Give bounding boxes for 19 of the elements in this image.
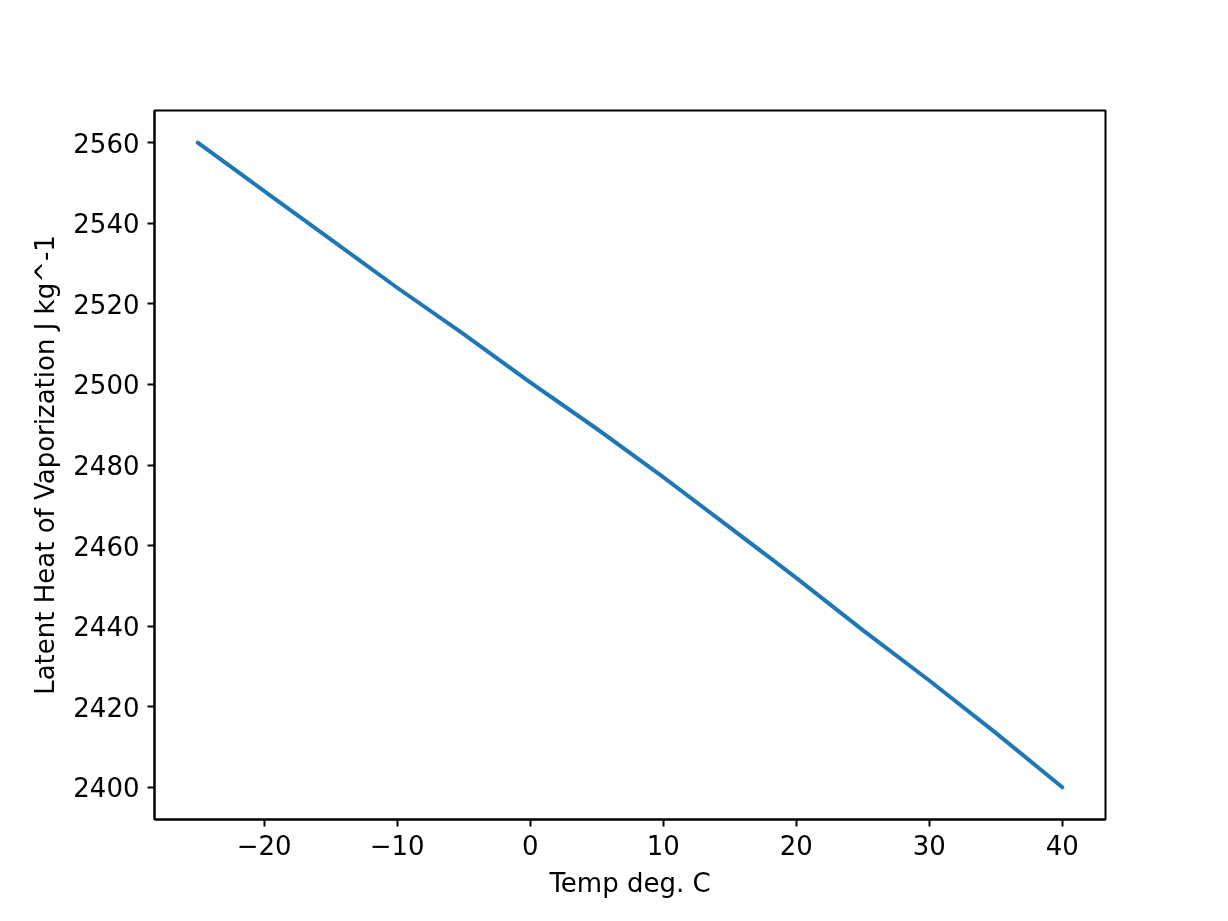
y-tick-label: 2440 <box>73 612 140 643</box>
y-tick-label: 2520 <box>73 289 140 320</box>
y-tick-label: 2400 <box>73 773 140 804</box>
x-tick-label: −20 <box>236 830 292 861</box>
y-axis-title: Latent Heat of Vaporization J kg^-1 <box>30 235 61 695</box>
x-tick-label: 20 <box>779 830 813 861</box>
x-tick-label: 0 <box>521 830 539 861</box>
x-tick-label: 40 <box>1045 830 1079 861</box>
x-tick-label: −10 <box>369 830 425 861</box>
x-tick-label: 10 <box>646 830 680 861</box>
y-tick-label: 2560 <box>73 128 140 159</box>
y-tick-label: 2480 <box>73 451 140 481</box>
y-tick-label: 2420 <box>73 692 140 723</box>
line-series <box>195 140 1065 790</box>
y-tick-label: 2500 <box>73 370 140 401</box>
y-tick-label: 2460 <box>73 531 140 562</box>
x-axis-title: Temp deg. C <box>548 867 711 898</box>
y-tick-label: 2540 <box>73 209 140 240</box>
x-tick-label: 30 <box>912 830 946 861</box>
